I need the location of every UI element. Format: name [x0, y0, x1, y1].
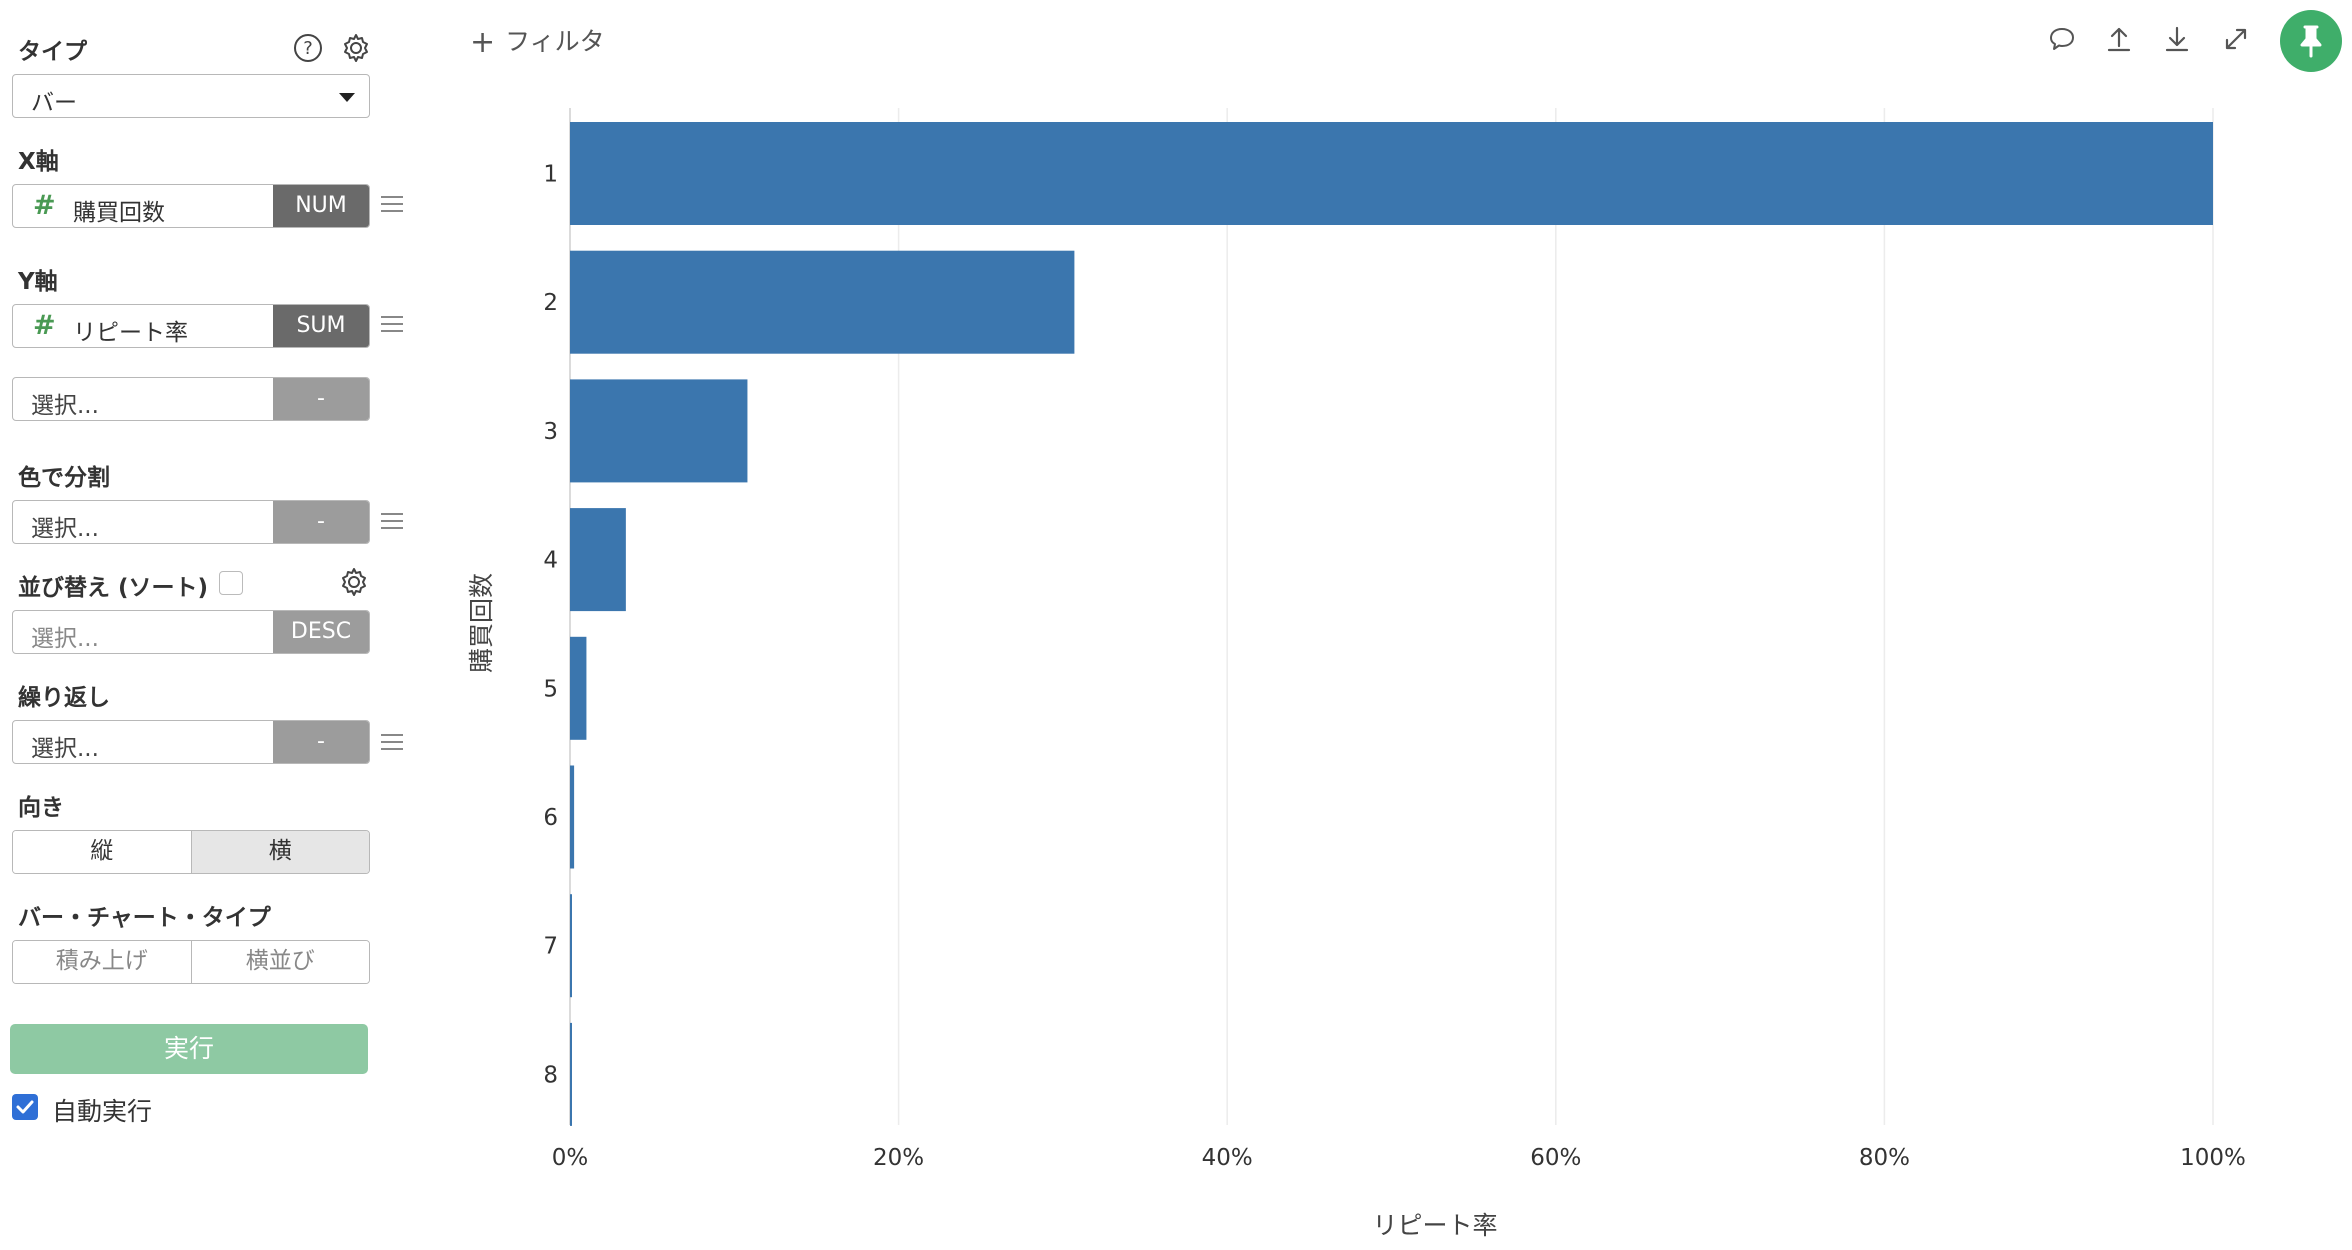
- repeat-field[interactable]: 選択... -: [12, 720, 370, 764]
- color-split-placeholder: 選択...: [31, 516, 99, 542]
- color-split-agg-button[interactable]: -: [273, 501, 369, 543]
- chevron-down-icon: [339, 93, 355, 102]
- bar-type-grouped-option[interactable]: 横並び: [190, 941, 369, 983]
- y-tick-label: 4: [543, 548, 558, 574]
- repeat-label: 繰り返し: [18, 685, 110, 711]
- x-axis-field[interactable]: # 購買回数 NUM: [12, 184, 370, 228]
- color-split-field[interactable]: 選択... -: [12, 500, 370, 544]
- add-filter-button[interactable]: + フィルタ: [470, 22, 605, 60]
- chart-settings-sidebar: タイプ ? バー X軸 # 購買回数 NUM Y軸 # リピート率 SUM 選択…: [0, 0, 420, 1250]
- filter-label: フィルタ: [505, 27, 605, 56]
- bar-chart-type-toggle: 積み上げ 横並び: [12, 940, 370, 984]
- drag-handle-icon[interactable]: [381, 734, 403, 752]
- orientation-toggle: 縦 横: [12, 830, 370, 874]
- bar[interactable]: [570, 894, 572, 998]
- bar[interactable]: [570, 379, 748, 483]
- y-axis-agg-button[interactable]: SUM: [273, 305, 369, 347]
- orientation-horizontal-option[interactable]: 横: [190, 831, 369, 873]
- y-tick-label: 6: [543, 805, 558, 831]
- help-icon[interactable]: ?: [292, 32, 324, 64]
- y-extra-agg-button[interactable]: -: [273, 378, 369, 420]
- drag-handle-icon[interactable]: [381, 513, 403, 531]
- bar-chart-svg: 1 2 3 4 5 6 7 8 0% 20% 40% 60% 80% 100% リピート率 購買回数: [467, 108, 2246, 1240]
- plus-icon: +: [470, 25, 496, 60]
- repeat-agg-button[interactable]: -: [273, 721, 369, 763]
- auto-run-label: 自動実行: [52, 1097, 153, 1126]
- bar-chart-type-label: バー・チャート・タイプ: [18, 905, 271, 931]
- y-tick-label: 8: [543, 1062, 558, 1088]
- run-button[interactable]: 実行: [10, 1024, 368, 1074]
- y-axis-field[interactable]: # リピート率 SUM: [12, 304, 370, 348]
- bar[interactable]: [570, 508, 626, 612]
- y-tick-label: 3: [543, 419, 558, 445]
- auto-run-checkbox[interactable]: [12, 1094, 38, 1120]
- y-tick-labels: 1 2 3 4 5 6 7 8: [543, 162, 558, 1089]
- repeat-placeholder: 選択...: [31, 736, 99, 762]
- x-axis-agg-button[interactable]: NUM: [273, 185, 369, 227]
- x-axis-label: X軸: [18, 149, 59, 175]
- x-tick-label: 60%: [1530, 1145, 1581, 1171]
- x-tick-label: 40%: [1202, 1145, 1253, 1171]
- y-tick-label: 7: [543, 934, 558, 960]
- x-tick-label: 80%: [1859, 1145, 1910, 1171]
- y-axis-label: Y軸: [18, 269, 58, 295]
- x-axis-field-name: 購買回数: [73, 200, 165, 226]
- y-axis-extra-field[interactable]: 選択... -: [12, 377, 370, 421]
- y-tick-label: 5: [543, 676, 558, 702]
- x-tick-labels: 0% 20% 40% 60% 80% 100%: [552, 1145, 2246, 1171]
- orientation-label: 向き: [18, 795, 64, 821]
- gear-icon[interactable]: [338, 566, 370, 598]
- color-split-label: 色で分割: [18, 465, 110, 491]
- drag-handle-icon[interactable]: [381, 316, 403, 334]
- y-axis-field-name: リピート率: [73, 320, 188, 346]
- bar[interactable]: [570, 250, 1075, 354]
- sort-label: 並び替え (ソート): [18, 575, 209, 601]
- bar[interactable]: [570, 765, 575, 869]
- drag-handle-icon[interactable]: [381, 196, 403, 214]
- x-axis-title: リピート率: [1372, 1211, 1497, 1240]
- chart-type-value: バー: [31, 90, 77, 116]
- sort-placeholder: 選択...: [31, 626, 99, 652]
- comment-icon[interactable]: [2047, 24, 2077, 54]
- numeric-hash-icon: #: [33, 310, 56, 341]
- x-tick-label: 0%: [552, 1145, 589, 1171]
- y-extra-placeholder: 選択...: [31, 393, 99, 419]
- upload-icon[interactable]: [2104, 24, 2134, 54]
- y-tick-label: 1: [543, 162, 558, 188]
- bar-chart: 1 2 3 4 5 6 7 8 0% 20% 40% 60% 80% 100% リピート率 購買回数: [440, 80, 2340, 1250]
- svg-text:?: ?: [303, 38, 313, 59]
- bar-type-stacked-option[interactable]: 積み上げ: [13, 941, 191, 983]
- download-icon[interactable]: [2162, 24, 2192, 54]
- bar[interactable]: [570, 636, 587, 740]
- bar[interactable]: [570, 122, 2213, 225]
- expand-icon[interactable]: [2221, 24, 2251, 54]
- x-tick-label: 100%: [2180, 1145, 2246, 1171]
- chart-type-select[interactable]: バー: [12, 74, 370, 118]
- sort-order-button[interactable]: DESC: [273, 611, 369, 653]
- x-tick-label: 20%: [873, 1145, 924, 1171]
- pin-icon[interactable]: [2280, 10, 2342, 72]
- sort-field[interactable]: 選択... DESC: [12, 610, 370, 654]
- orientation-vertical-option[interactable]: 縦: [13, 831, 191, 873]
- numeric-hash-icon: #: [33, 190, 56, 221]
- sort-checkbox[interactable]: [219, 571, 243, 595]
- y-axis-title: 購買回数: [467, 573, 496, 673]
- bar[interactable]: [570, 1022, 572, 1126]
- bars: [570, 122, 2213, 1126]
- y-tick-label: 2: [543, 290, 558, 316]
- gear-icon[interactable]: [340, 32, 372, 64]
- type-label: タイプ: [18, 39, 87, 65]
